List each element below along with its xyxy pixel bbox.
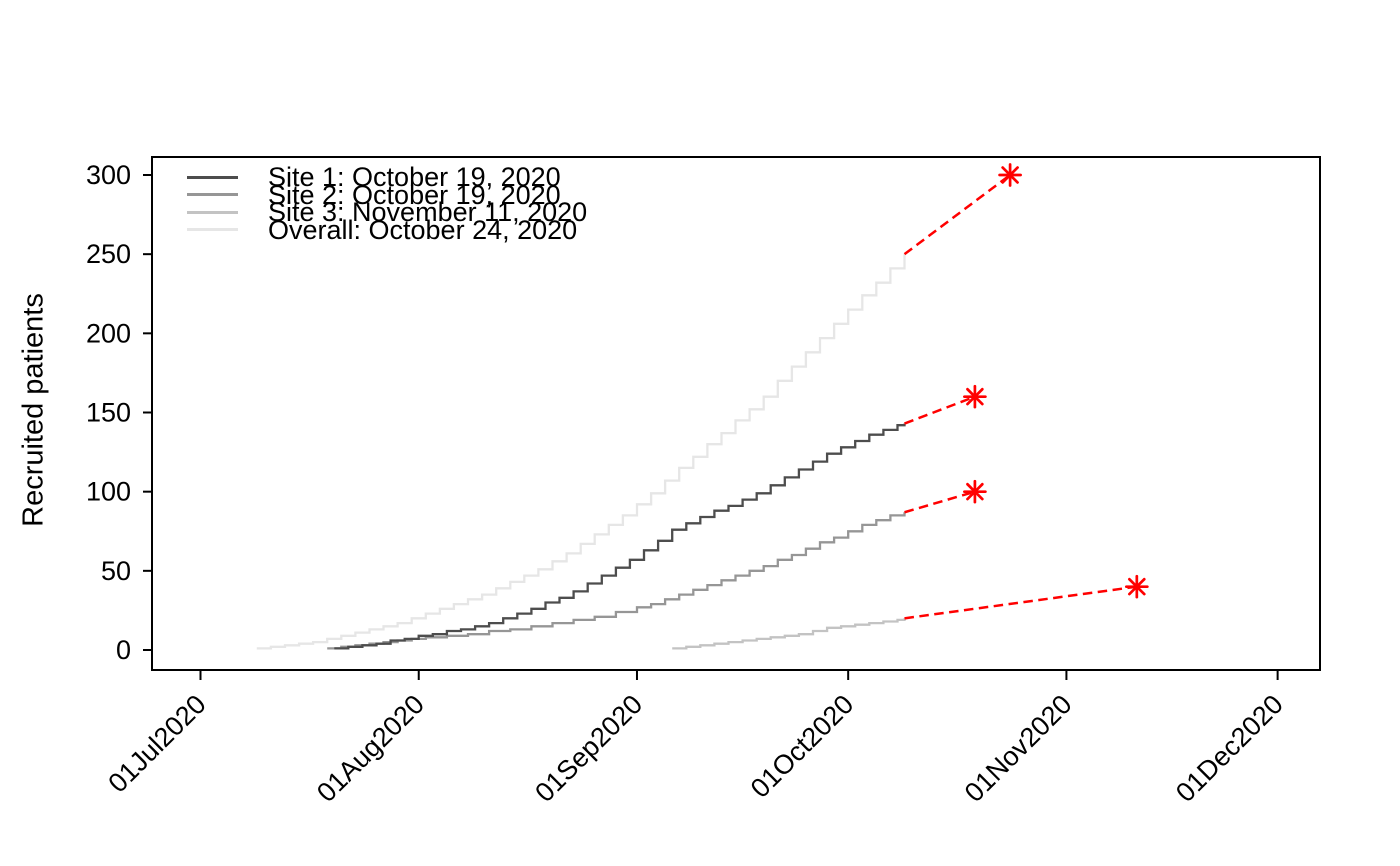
x-tick-label: 01Dec2020 [1170, 689, 1289, 808]
series-line-site-3 [672, 618, 906, 650]
series-line-site-1 [334, 423, 906, 650]
prediction-line-overall [903, 173, 1011, 256]
y-tick-label: 300 [86, 160, 131, 190]
prediction-line-site-3 [904, 585, 1137, 620]
y-tick-label: 250 [86, 239, 131, 269]
y-tick-label: 0 [116, 635, 131, 665]
prediction-line-site-1 [904, 395, 976, 425]
prediction-marker-site-2 [963, 479, 987, 504]
series-line-site-2 [327, 512, 906, 650]
y-tick-label: 50 [101, 556, 131, 586]
prediction-line-site-2 [904, 490, 976, 514]
y-axis-title: Recruited patients [17, 293, 50, 527]
series-line-overall [256, 254, 906, 650]
x-tick-label: 01Sep2020 [529, 689, 648, 808]
asterisk-arm [1001, 166, 1019, 184]
x-tick-label: 01Nov2020 [959, 689, 1078, 808]
y-tick-label: 150 [86, 398, 131, 428]
prediction-marker-overall [998, 163, 1022, 187]
prediction-marker-site-1 [963, 384, 987, 409]
prediction-marker-site-3 [1124, 574, 1149, 599]
asterisk-arm [966, 387, 984, 406]
y-tick-label: 100 [86, 477, 131, 507]
x-tick-label: 01Aug2020 [311, 689, 430, 808]
asterisk-arm [1128, 577, 1146, 596]
x-tick-label: 01Oct2020 [745, 689, 860, 804]
asterisk-arm [966, 482, 984, 501]
y-tick-label: 200 [86, 318, 131, 348]
x-tick-label: 01Jul2020 [102, 689, 211, 798]
